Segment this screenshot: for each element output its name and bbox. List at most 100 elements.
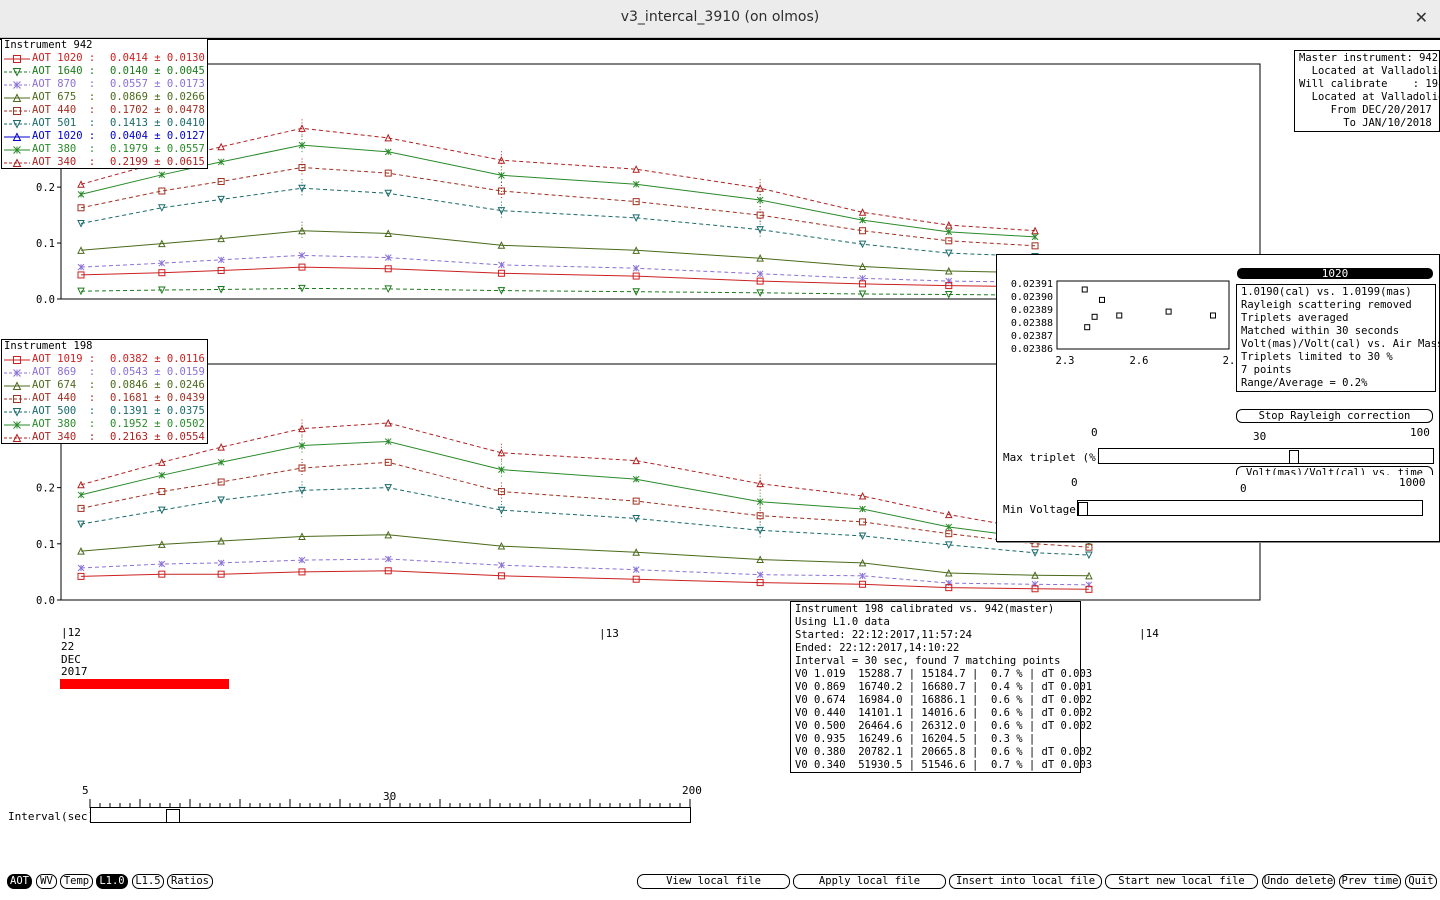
legend-label: AOT 501 : (32, 117, 96, 129)
data-point (944, 249, 953, 258)
apply-local-file-button[interactable]: Apply local file (793, 874, 946, 889)
legend-marker-icon (4, 433, 30, 442)
data-point (77, 263, 85, 271)
legend-row: AOT 440 : 0.1702 ± 0.0478 (2, 104, 207, 117)
legend-marker (12, 433, 22, 442)
data-point (1031, 242, 1039, 250)
min-voltage-slider[interactable] (1077, 500, 1423, 516)
legend-marker-icon (4, 408, 30, 417)
y-tick-label: 0.0 (36, 595, 55, 607)
data-point (945, 277, 953, 285)
data-point (298, 556, 306, 564)
legend-instrument-942: Instrument 942 AOT 1020 : 0.0414 ± 0.0130… (1, 38, 208, 169)
scatter-y-label: 0.02391 (1011, 279, 1053, 290)
quit-button[interactable]: Quit (1405, 874, 1437, 889)
min-voltage-handle[interactable] (1078, 502, 1088, 516)
undo-delete-button[interactable]: Undo delete (1262, 874, 1335, 889)
data-point (497, 207, 506, 215)
legend-row: AOT 675 : 0.0869 ± 0.0266 (2, 91, 207, 104)
data-point (77, 246, 85, 254)
legend-value: 0.2163 ± 0.0554 (110, 431, 205, 443)
data-point (298, 263, 306, 271)
insert-into-local-file-button[interactable]: Insert into local file (949, 874, 1102, 889)
legend-row: AOT 1020 : 0.0404 ± 0.0127 (2, 130, 207, 143)
data-point (632, 180, 640, 188)
series-line (80, 127, 1036, 232)
info-line: To JAN/10/2018 (1299, 117, 1432, 129)
plot-frame (60, 63, 1261, 300)
ratios-button[interactable]: Ratios (167, 874, 213, 889)
wv-button[interactable]: WV (36, 874, 57, 889)
info-line: Located at Valladolid (1299, 65, 1440, 77)
max-triplet-handle[interactable] (1289, 450, 1299, 464)
data-point (944, 291, 953, 299)
series-aot-380 (77, 436, 1093, 547)
scatter-point (1099, 296, 1105, 303)
data-point (497, 506, 506, 515)
data-point (944, 541, 953, 550)
legend-value: 0.0543 ± 0.0159 (110, 366, 205, 378)
data-point (158, 259, 166, 267)
time-range-bar[interactable] (60, 679, 229, 689)
aot-button[interactable]: AOT (7, 874, 32, 889)
data-point (77, 180, 85, 188)
interval-handle[interactable] (166, 809, 180, 823)
data-point (1031, 585, 1039, 593)
legend-row: AOT 869 : 0.0543 ± 0.0159 (2, 366, 207, 379)
legend-value: 0.2199 ± 0.0615 (110, 156, 205, 168)
data-point (298, 442, 306, 449)
interval-slider[interactable] (90, 807, 691, 823)
data-point (756, 277, 764, 285)
view-local-file-button[interactable]: View local file (637, 874, 790, 889)
legend-marker-icon (4, 421, 30, 429)
close-icon[interactable]: ✕ (1414, 8, 1428, 27)
data-point (158, 171, 166, 179)
info-line: From DEC/20/2017 (1299, 104, 1432, 116)
data-point (77, 491, 85, 499)
data-point (632, 456, 640, 465)
series-line (80, 570, 1089, 590)
scatter-point (1165, 308, 1172, 315)
data-point (945, 530, 953, 538)
interval-max: 200 (682, 784, 702, 797)
xtick-day-12: |12 (61, 626, 81, 639)
xtick-day-22: 22 (61, 640, 75, 653)
start-new-local-file-button[interactable]: Start new local file (1105, 874, 1258, 889)
data-point (632, 566, 640, 574)
l1-0-button[interactable]: L1.0 (96, 874, 128, 889)
prev-time-button[interactable]: Prev time (1339, 874, 1401, 889)
scatter-y-label: 0.02386 (1011, 344, 1053, 355)
data-point (298, 568, 306, 576)
info-line: V0 0.500 26464.6 | 26312.0 | 0.6 % | dT … (795, 720, 1093, 732)
l1-5-button[interactable]: L1.5 (132, 874, 164, 889)
legend-instrument-198: Instrument 198 AOT 1019 : 0.0382 ± 0.0116… (1, 339, 208, 444)
legend-label: AOT 340 : (32, 156, 96, 168)
data-point (384, 484, 393, 492)
data-point (756, 270, 764, 278)
info-line: Master instrument: 942 (1299, 52, 1439, 64)
legend-row: AOT 1020 : 0.0414 ± 0.0130 (2, 52, 207, 65)
data-point (858, 208, 867, 216)
max-triplet-label: Max triplet (%) (1003, 451, 1103, 464)
volt-time-button[interactable]: Volt(mas)/Volt(cal) vs. time (1236, 466, 1433, 475)
data-point (859, 572, 866, 580)
legend-marker (13, 356, 21, 364)
data-point (158, 570, 166, 578)
info-line: V0 0.935 16249.6 | 16204.5 | 0.3 % | (795, 733, 1036, 745)
data-point (217, 234, 225, 243)
temp-button[interactable]: Temp (60, 874, 93, 889)
legend-value: 0.1979 ± 0.0557 (110, 143, 205, 155)
scatter-point (1091, 313, 1098, 320)
info-line: Will calibrate : 198 (1299, 78, 1440, 90)
data-point (384, 169, 392, 177)
channel-detail-panel: 0.02391 0.02390 0.02389 0.02388 0.02387 0.023… (996, 254, 1440, 542)
calibration-info-box: Instrument 198 calibrated vs. 942(master… (790, 601, 1093, 773)
data-point (77, 564, 85, 572)
data-point (859, 274, 866, 282)
max-triplet-slider[interactable] (1098, 448, 1434, 464)
scatter-y-label: 0.02388 (1011, 318, 1053, 329)
y-tick-label: 0.1 (36, 238, 55, 250)
stop-rayleigh-button[interactable]: Stop Rayleigh correction (1236, 409, 1433, 423)
data-point (756, 196, 764, 204)
data-point (858, 532, 867, 541)
